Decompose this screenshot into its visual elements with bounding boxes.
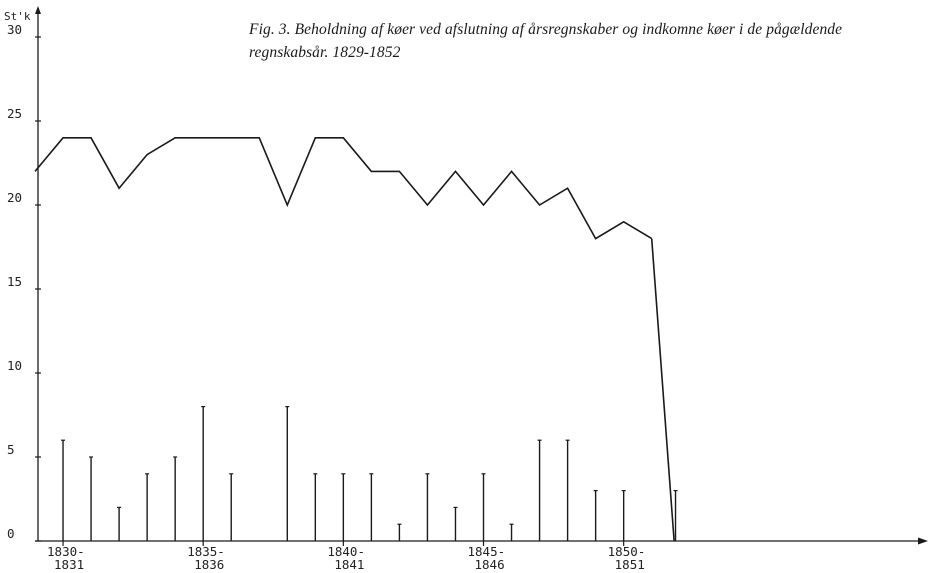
x-tick-label-top: 1845- bbox=[468, 544, 506, 559]
figure-caption: Fig. 3. Beholdning af køer ved afslutnin… bbox=[249, 21, 843, 61]
y-axis-unit-label: St'k bbox=[4, 10, 31, 23]
x-tick-label-bottom: 1846 bbox=[475, 557, 505, 572]
x-tick-label-top: 1850- bbox=[608, 544, 646, 559]
x-axis-arrow bbox=[918, 537, 928, 545]
x-tick-label-bottom: 1836 bbox=[194, 557, 224, 572]
y-tick-label: 10 bbox=[7, 358, 22, 373]
y-tick-label: 25 bbox=[7, 106, 22, 121]
herd-size-drop-line bbox=[650, 238, 675, 542]
herd-size-line bbox=[34, 137, 653, 240]
x-tick-label-top: 1840- bbox=[327, 544, 365, 559]
x-tick-label-bottom: 1841 bbox=[334, 557, 364, 572]
y-axis-arrow bbox=[35, 6, 41, 14]
x-tick-label-bottom: 1831 bbox=[54, 557, 84, 572]
x-tick-label-bottom: 1851 bbox=[615, 557, 645, 572]
y-tick-label: 15 bbox=[7, 274, 22, 289]
y-tick-label: 20 bbox=[7, 190, 22, 205]
y-tick-label: 30 bbox=[7, 22, 22, 37]
y-tick-label: 5 bbox=[7, 442, 15, 457]
x-tick-label-top: 1830- bbox=[47, 544, 85, 559]
x-tick-label-top: 1835- bbox=[187, 544, 225, 559]
y-tick-label: 0 bbox=[7, 526, 15, 541]
